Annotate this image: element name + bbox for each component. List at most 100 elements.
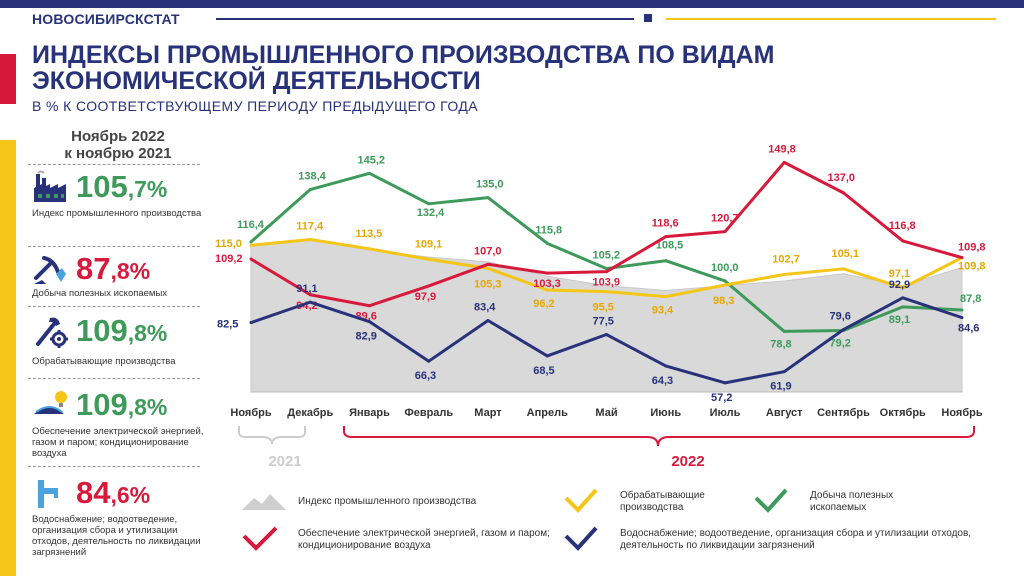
page-subtitle: В % К СООТВЕТСТВУЮЩЕМУ ПЕРИОДУ ПРЕДЫДУЩЕ… [32,98,478,114]
data-label: 145,2 [358,154,386,166]
kpi-desc: Добыча полезных ископаемых [32,288,168,299]
data-point [545,271,549,275]
data-label: 103,3 [533,278,561,290]
legend-label-energy: Обеспечение электрической энергией, газо… [298,528,550,551]
data-label: 100,0 [711,262,739,274]
mining-icon [34,256,66,284]
data-point [308,293,312,297]
legend-label-manufacturing: Обрабатывающие производства [620,490,705,513]
divider [28,378,200,379]
data-label: 97,9 [415,291,436,303]
kpi-value-dec: ,6% [110,482,151,508]
title-line-2: ЭКОНОМИЧЕСКОЙ ДЕЯТЕЛЬНОСТИ [32,67,481,95]
data-label: 57,2 [711,392,732,404]
data-point [901,296,905,300]
data-point [605,267,608,271]
kpi-value: 84,6% [76,476,150,512]
data-point [427,284,431,288]
data-point [368,304,371,308]
data-label: 105,1 [832,248,860,260]
data-label: 87,8 [960,293,981,305]
data-label: 79,6 [830,311,851,323]
data-point [427,257,431,261]
legend-label-industrial: Индекс промышленного производства [298,496,477,507]
data-label: 116,8 [889,220,916,232]
data-label: 105,2 [593,250,621,262]
org-name: НОВОСИБИРСКСТАТ [32,11,180,27]
data-point [664,235,668,239]
x-tick-label: Август [766,407,803,419]
header-square [644,14,652,22]
data-label: 107,0 [474,245,502,257]
data-point [308,300,312,304]
data-point [664,295,668,299]
data-label: 132,4 [417,207,445,219]
kpi-water: 84,6% Водоснабжение; водоотведение, орга… [28,476,208,572]
kpi-mining: 87,8% Добыча полезных ископаемых [28,252,208,302]
kpi-value-dec: ,8% [127,320,168,346]
year-label-2022: 2022 [671,453,704,470]
data-label: 78,8 [770,338,791,350]
data-label: 82,5 [217,319,238,331]
kpi-value-int: 105 [76,169,128,204]
red-accent [0,54,16,104]
data-point [960,316,964,320]
data-point [723,283,727,287]
data-point [545,288,549,292]
x-tick-label: Июнь [650,407,681,419]
data-point [960,256,964,260]
line-legend-icon [754,488,788,513]
x-tick-label: Ноябрь [230,407,271,419]
title-line-1: ИНДЕКСЫ ПРОМЫШЛЕННОГО ПРОИЗВОДСТВА ПО ВИ… [32,41,775,69]
x-tick-label: Октябрь [880,407,926,419]
x-tick-label: Ноябрь [941,407,982,419]
data-point [664,364,668,368]
kpi-value: 109,8% [76,314,167,350]
data-point [308,188,312,192]
divider [28,306,200,307]
year-brace-2021 [238,426,306,445]
data-label: 92,9 [889,279,910,291]
x-tick-label: Апрель [527,407,568,419]
header-rule-yellow [666,18,996,20]
data-point [782,329,786,333]
x-tick-label: Сентябрь [817,407,870,419]
data-point [486,266,490,270]
data-point [605,333,608,337]
data-label: 83,4 [474,301,496,313]
data-point [368,247,371,251]
data-label: 89,1 [889,314,910,326]
data-label: 79,2 [830,337,851,349]
data-label: 91,1 [296,283,317,295]
data-label: 96,2 [533,298,554,310]
data-label: 103,9 [593,277,621,289]
data-label: 95,5 [593,302,614,314]
tools-icon [36,317,68,348]
data-label: 109,1 [415,238,443,250]
data-point [723,279,727,283]
year-brace-2022 [343,426,975,447]
kpi-value: 105,7% [76,170,167,206]
data-point [427,202,431,206]
data-point [308,238,312,242]
data-label: 109,8 [958,261,986,273]
data-point [782,273,786,277]
data-point [842,328,845,332]
data-label: 115,8 [535,224,562,236]
data-point [842,191,845,195]
x-tick-label: Февраль [404,407,453,419]
data-point [723,381,727,385]
data-point [486,262,490,266]
x-tick-label: Декабрь [287,407,333,419]
data-point [901,305,905,309]
data-label: 117,4 [296,221,324,233]
kpi-value-dec: ,7% [127,176,168,202]
data-point [782,160,786,164]
data-point [545,354,549,358]
data-label: 98,3 [713,295,734,307]
data-point [782,370,786,374]
data-point [249,321,253,325]
data-label: 118,6 [652,218,679,230]
data-label: 115,0 [215,238,242,250]
